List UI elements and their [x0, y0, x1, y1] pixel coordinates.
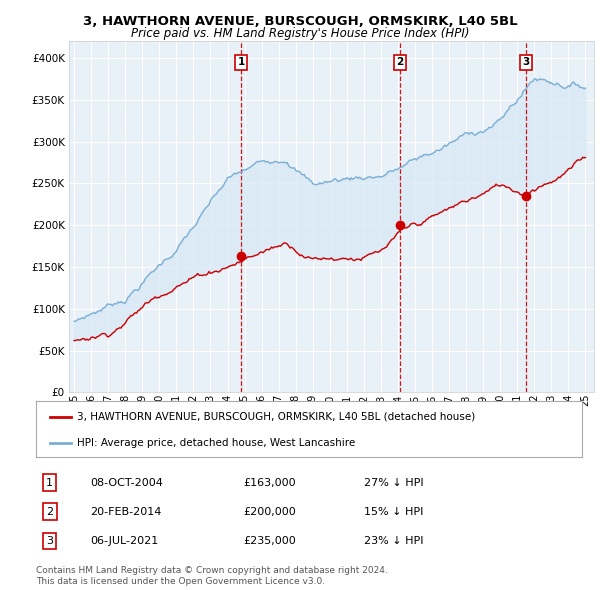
Text: 1: 1 — [238, 57, 245, 67]
Text: £163,000: £163,000 — [244, 477, 296, 487]
Text: £235,000: £235,000 — [244, 536, 296, 546]
Text: 27% ↓ HPI: 27% ↓ HPI — [364, 477, 423, 487]
Text: £200,000: £200,000 — [244, 507, 296, 517]
Text: 3: 3 — [46, 536, 53, 546]
Text: 08-OCT-2004: 08-OCT-2004 — [91, 477, 163, 487]
Text: 2: 2 — [397, 57, 404, 67]
Text: 23% ↓ HPI: 23% ↓ HPI — [364, 536, 423, 546]
Text: 15% ↓ HPI: 15% ↓ HPI — [364, 507, 423, 517]
Text: 06-JUL-2021: 06-JUL-2021 — [91, 536, 159, 546]
Text: 3: 3 — [523, 57, 530, 67]
Text: 2: 2 — [46, 507, 53, 517]
Text: Price paid vs. HM Land Registry's House Price Index (HPI): Price paid vs. HM Land Registry's House … — [131, 27, 469, 40]
Text: 3, HAWTHORN AVENUE, BURSCOUGH, ORMSKIRK, L40 5BL: 3, HAWTHORN AVENUE, BURSCOUGH, ORMSKIRK,… — [83, 15, 517, 28]
Text: 3, HAWTHORN AVENUE, BURSCOUGH, ORMSKIRK, L40 5BL (detached house): 3, HAWTHORN AVENUE, BURSCOUGH, ORMSKIRK,… — [77, 412, 475, 422]
Text: 1: 1 — [46, 477, 53, 487]
Text: 20-FEB-2014: 20-FEB-2014 — [91, 507, 162, 517]
Text: This data is licensed under the Open Government Licence v3.0.: This data is licensed under the Open Gov… — [36, 577, 325, 586]
Text: Contains HM Land Registry data © Crown copyright and database right 2024.: Contains HM Land Registry data © Crown c… — [36, 566, 388, 575]
Text: HPI: Average price, detached house, West Lancashire: HPI: Average price, detached house, West… — [77, 438, 355, 448]
